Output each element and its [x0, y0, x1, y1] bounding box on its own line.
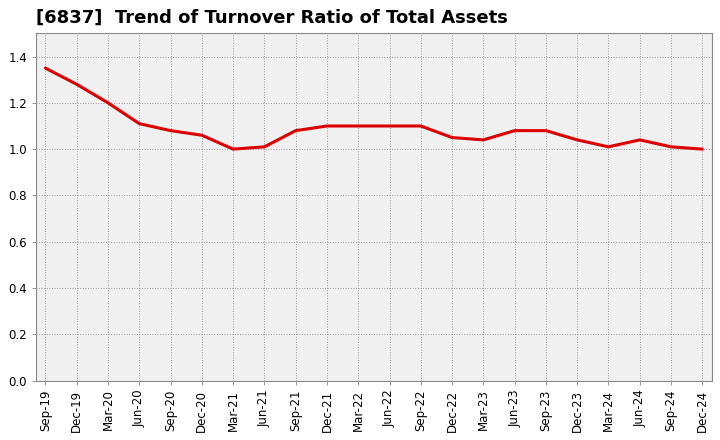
- Text: [6837]  Trend of Turnover Ratio of Total Assets: [6837] Trend of Turnover Ratio of Total …: [36, 8, 508, 26]
